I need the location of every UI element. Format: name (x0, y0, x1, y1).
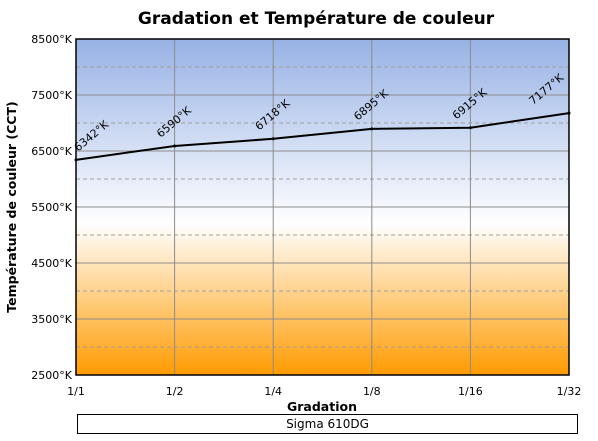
x-axis-title: Gradation (287, 399, 357, 414)
x-tick-label: 1/32 (557, 385, 582, 398)
chart-title: Gradation et Température de couleur (138, 9, 495, 29)
y-tick-label: 3500°K (31, 313, 72, 326)
y-tick-label: 5500°K (31, 201, 72, 214)
x-tick-label: 1/16 (458, 385, 483, 398)
y-tick-label: 2500°K (31, 369, 72, 382)
data-point (370, 127, 374, 131)
data-point (567, 111, 571, 115)
y-tick-label: 4500°K (31, 257, 72, 270)
y-axis-title: Température de couleur (CCT) (4, 101, 19, 312)
plot-frame (75, 38, 570, 376)
y-axis-ticks: 2500°K 3500°K 4500°K 5500°K 6500°K 7500°K 8500… (31, 33, 72, 382)
data-point (468, 126, 472, 130)
x-tick-label: 1/4 (264, 385, 282, 398)
x-tick-label: 1/2 (166, 385, 184, 398)
y-tick-label: 6500°K (31, 145, 72, 158)
x-axis-ticks: 1/1 1/2 1/4 1/8 1/16 1/32 (67, 385, 581, 398)
y-tick-label: 7500°K (31, 89, 72, 102)
x-tick-label: 1/8 (363, 385, 381, 398)
data-point (173, 144, 177, 148)
legend-entry-sigma-610dg: Sigma 610DG (286, 417, 369, 431)
gridlines (76, 39, 569, 375)
legend: Sigma 610DG (77, 414, 578, 434)
data-point (271, 137, 275, 141)
series-line (75, 112, 570, 161)
data-point (74, 158, 78, 162)
x-tick-label: 1/1 (67, 385, 85, 398)
y-tick-label: 8500°K (31, 33, 72, 46)
